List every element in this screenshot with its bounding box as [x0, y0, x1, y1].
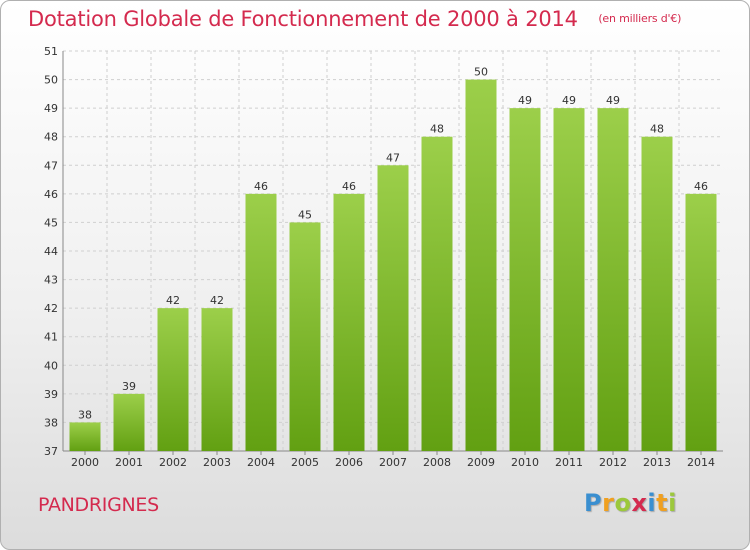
- y-tick-label: 46: [44, 188, 58, 201]
- logo-letter: i: [647, 489, 657, 517]
- place-name: PANDRIGNES: [38, 494, 159, 516]
- bar: [421, 136, 453, 451]
- proxiti-logo: Proxiti: [584, 489, 677, 517]
- bar: [69, 422, 101, 451]
- logo-letter: r: [602, 489, 615, 517]
- bar: [157, 308, 189, 451]
- bar: [465, 79, 497, 452]
- y-tick-label: 42: [44, 302, 58, 315]
- data-label: 50: [474, 66, 488, 79]
- data-label: 46: [342, 180, 356, 193]
- data-label: 42: [210, 294, 224, 307]
- data-label: 38: [78, 408, 92, 421]
- logo-letter: P: [584, 489, 603, 517]
- bar: [597, 108, 629, 452]
- data-label: 45: [298, 208, 312, 221]
- data-label: 46: [254, 180, 268, 193]
- bar: [641, 136, 673, 451]
- y-tick-label: 47: [44, 159, 58, 172]
- x-tick-label: 2011: [555, 456, 583, 469]
- y-tick-label: 50: [44, 74, 58, 87]
- x-tick-label: 2012: [599, 456, 627, 469]
- x-tick-label: 2006: [335, 456, 363, 469]
- chart-title-text: Dotation Globale de Fonctionnement de 20…: [28, 7, 578, 31]
- x-tick-label: 2001: [115, 456, 143, 469]
- bar: [201, 308, 233, 451]
- data-label: 47: [386, 151, 400, 164]
- logo-letter: x: [631, 489, 648, 517]
- x-tick-label: 2014: [687, 456, 715, 469]
- bar: [333, 193, 365, 451]
- y-tick-label: 51: [44, 45, 58, 58]
- data-label: 42: [166, 294, 180, 307]
- chart-title: Dotation Globale de Fonctionnement de 20…: [28, 7, 681, 31]
- x-tick-label: 2007: [379, 456, 407, 469]
- bar: [377, 165, 409, 452]
- x-tick-labels: 2000 2001 2002 2003 2004 2005 2006 2007 2008 2009…: [71, 456, 715, 469]
- y-tick-label: 38: [44, 416, 58, 429]
- y-tick-label: 39: [44, 388, 58, 401]
- y-tick-label: 43: [44, 274, 58, 287]
- data-label: 49: [606, 94, 620, 107]
- data-labels: 38 39 42 42 46 45 46 47 48 50 49 49 49 48 46: [78, 66, 708, 422]
- x-tick-label: 2003: [203, 456, 231, 469]
- y-tick-labels: 37 38 39 40 41 42 43 44 45 46 47 48 49 50 51: [44, 45, 58, 458]
- y-tick-label: 48: [44, 131, 58, 144]
- y-tick-label: 37: [44, 445, 58, 458]
- chart-subtitle: (en milliers d'€): [598, 12, 682, 25]
- bar: [289, 222, 321, 451]
- data-label: 39: [122, 380, 136, 393]
- y-tick-label: 44: [44, 245, 58, 258]
- x-tick-label: 2008: [423, 456, 451, 469]
- x-tick-label: 2002: [159, 456, 187, 469]
- logo-letter: t: [656, 489, 669, 517]
- x-tick-label: 2009: [467, 456, 495, 469]
- bar: [553, 108, 585, 452]
- data-label: 49: [518, 94, 532, 107]
- x-tick-label: 2010: [511, 456, 539, 469]
- x-tick-label: 2013: [643, 456, 671, 469]
- bar: [113, 393, 145, 451]
- y-tick-label: 40: [44, 359, 58, 372]
- x-tick-label: 2000: [71, 456, 99, 469]
- data-label: 49: [562, 94, 576, 107]
- y-tick-label: 49: [44, 102, 58, 115]
- y-tick-label: 45: [44, 216, 58, 229]
- x-tick-label: 2004: [247, 456, 275, 469]
- bars: [69, 79, 717, 452]
- data-label: 48: [430, 123, 444, 136]
- data-label: 46: [694, 180, 708, 193]
- y-tick-label: 41: [44, 331, 58, 344]
- logo-letter: o: [614, 489, 632, 517]
- data-label: 48: [650, 123, 664, 136]
- bar: [245, 193, 277, 451]
- x-tick-label: 2005: [291, 456, 319, 469]
- logo-letter: i: [668, 489, 677, 517]
- bar: [509, 108, 541, 452]
- bar: [685, 193, 717, 451]
